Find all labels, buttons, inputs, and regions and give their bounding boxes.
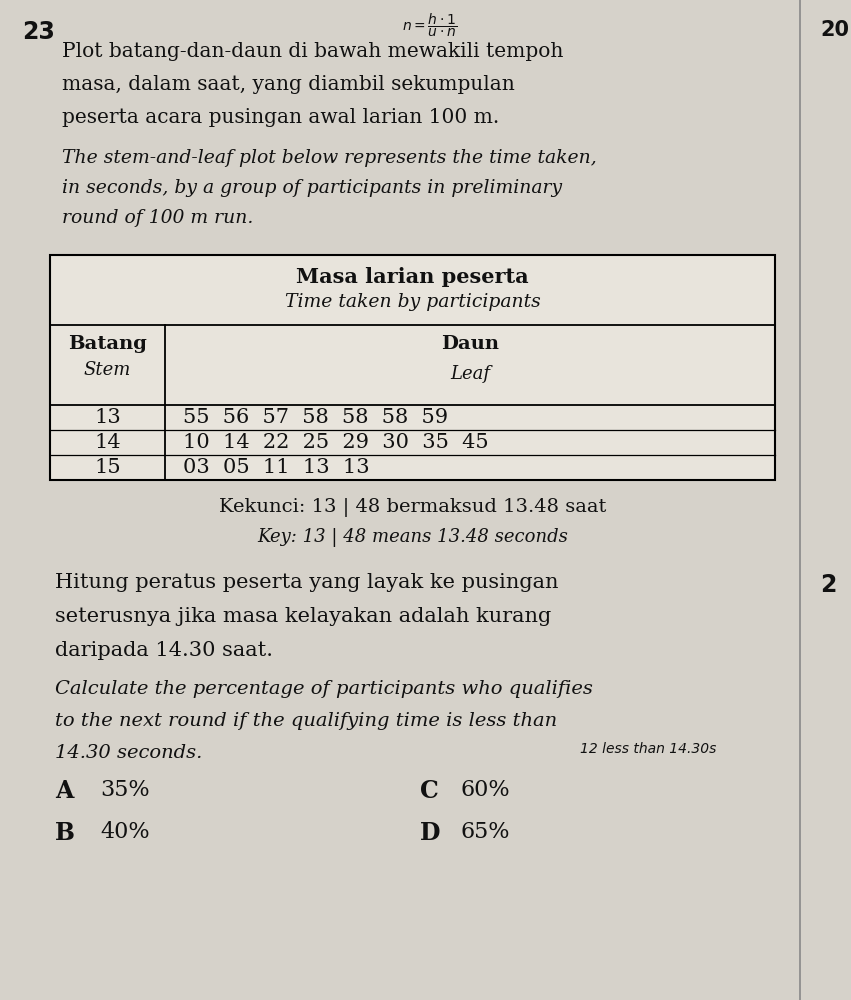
Text: masa, dalam saat, yang diambil sekumpulan: masa, dalam saat, yang diambil sekumpula… — [62, 75, 515, 94]
Text: Key: 13 | 48 means 13.48 seconds: Key: 13 | 48 means 13.48 seconds — [257, 528, 568, 547]
Text: C: C — [420, 779, 439, 803]
Text: D: D — [420, 821, 441, 845]
Text: Hitung peratus peserta yang layak ke pusingan: Hitung peratus peserta yang layak ke pus… — [55, 573, 558, 592]
Text: 55  56  57  58  58  58  59: 55 56 57 58 58 58 59 — [183, 408, 448, 427]
Text: 12 less than 14.30s: 12 less than 14.30s — [580, 742, 717, 756]
Text: 15: 15 — [94, 458, 121, 477]
Text: Plot batang-dan-daun di bawah mewakili tempoh: Plot batang-dan-daun di bawah mewakili t… — [62, 42, 563, 61]
Text: Daun: Daun — [441, 335, 499, 353]
Text: 23: 23 — [22, 20, 54, 44]
Text: Leaf: Leaf — [450, 365, 490, 383]
Text: The stem-and-leaf plot below represents the time taken,: The stem-and-leaf plot below represents … — [62, 149, 597, 167]
Text: $n = \dfrac{h \cdot 1}{u \cdot n}$: $n = \dfrac{h \cdot 1}{u \cdot n}$ — [403, 12, 458, 39]
Text: seterusnya jika masa kelayakan adalah kurang: seterusnya jika masa kelayakan adalah ku… — [55, 607, 551, 626]
Text: B: B — [55, 821, 75, 845]
Text: peserta acara pusingan awal larian 100 m.: peserta acara pusingan awal larian 100 m… — [62, 108, 500, 127]
Text: 20: 20 — [820, 20, 849, 40]
Text: 03  05  11  13  13: 03 05 11 13 13 — [183, 458, 369, 477]
Text: Masa larian peserta: Masa larian peserta — [296, 267, 528, 287]
Text: 14.30 seconds.: 14.30 seconds. — [55, 744, 203, 762]
Text: Calculate the percentage of participants who qualifies: Calculate the percentage of participants… — [55, 680, 593, 698]
Text: in seconds, by a group of participants in preliminary: in seconds, by a group of participants i… — [62, 179, 563, 197]
Bar — [50, 255, 775, 480]
Text: 10  14  22  25  29  30  35  45: 10 14 22 25 29 30 35 45 — [183, 433, 488, 452]
Text: 14: 14 — [94, 433, 121, 452]
Text: Kekunci: 13 | 48 bermaksud 13.48 saat: Kekunci: 13 | 48 bermaksud 13.48 saat — [219, 498, 606, 517]
Text: to the next round if the qualifying time is less than: to the next round if the qualifying time… — [55, 712, 557, 730]
Text: round of 100 m run.: round of 100 m run. — [62, 209, 254, 227]
Text: 2: 2 — [820, 573, 837, 597]
Text: Batang: Batang — [68, 335, 147, 353]
Text: A: A — [55, 779, 73, 803]
Text: Time taken by participants: Time taken by participants — [284, 293, 540, 311]
Text: 13: 13 — [94, 408, 121, 427]
Text: daripada 14.30 saat.: daripada 14.30 saat. — [55, 641, 273, 660]
Text: Stem: Stem — [83, 361, 131, 379]
Text: 60%: 60% — [460, 779, 510, 801]
Text: 40%: 40% — [100, 821, 150, 843]
Text: 35%: 35% — [100, 779, 150, 801]
Text: 65%: 65% — [460, 821, 510, 843]
